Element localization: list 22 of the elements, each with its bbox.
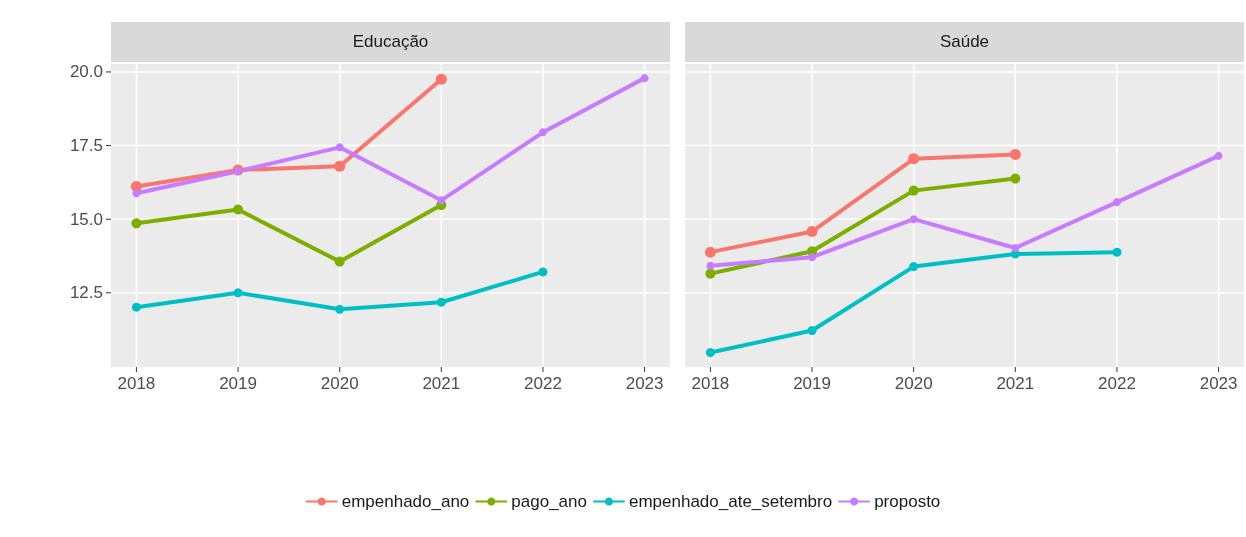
y-tick-label: 20.0 (69, 62, 103, 82)
x-tick-label: 2023 (625, 374, 664, 393)
x-tick-label: 2022 (524, 374, 562, 393)
y-tick-label: 17.5 (69, 136, 103, 156)
legend-label: proposto (874, 492, 941, 511)
x-tick-label: 2019 (219, 374, 257, 393)
legend-label: empenhado_ano (341, 492, 470, 511)
legend-label: empenhado_ate_setembro (628, 492, 833, 511)
legend-label: pago_ano (511, 492, 587, 511)
x-tick-label: 2018 (691, 374, 730, 393)
x-tick-label: 2021 (996, 374, 1035, 393)
x-tick-label: 2019 (793, 374, 831, 393)
x-tick-label: 2020 (320, 374, 359, 393)
x-tick-label: 2022 (1098, 374, 1136, 393)
x-tick-label: 2023 (1199, 374, 1238, 393)
x-tick-label: 2018 (117, 374, 156, 393)
y-tick-label: 12.5 (69, 283, 103, 303)
x-tick-label: 2021 (422, 374, 461, 393)
x-tick-label: 2020 (894, 374, 933, 393)
y-tick-label: 15.0 (69, 209, 103, 229)
chart-title: Educação (111, 22, 670, 62)
chart-title: Saúde (685, 22, 1244, 62)
